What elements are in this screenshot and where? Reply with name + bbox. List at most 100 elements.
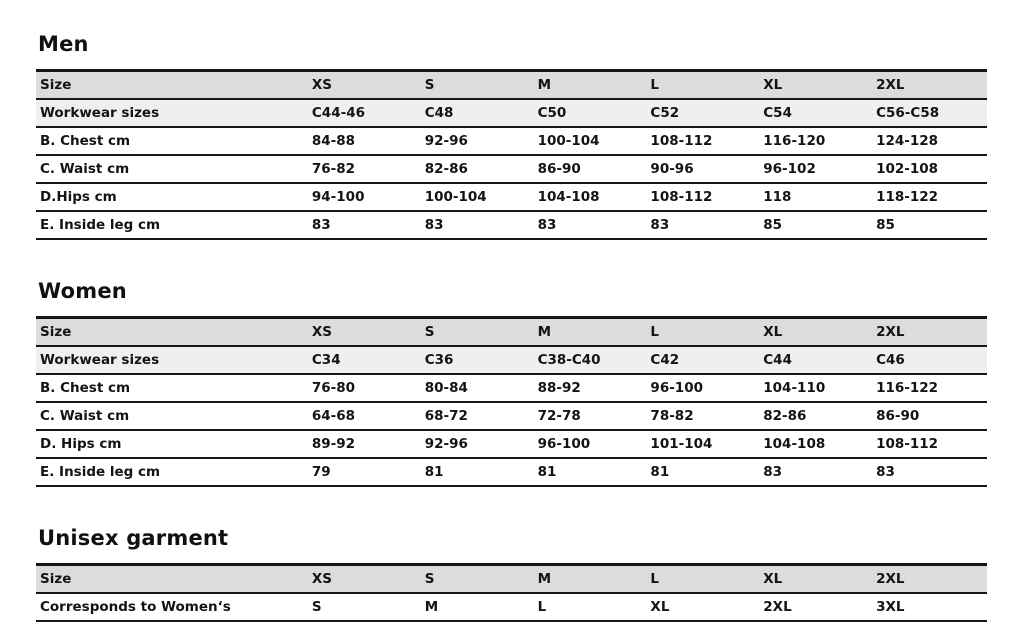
table-cell: 86-90	[876, 408, 920, 425]
section-title-unisex: Unisex garment	[38, 526, 229, 551]
table-cell: 116-122	[876, 380, 939, 397]
column-header-m: M	[537, 324, 552, 341]
men-chest-row: B. Chest cm 84-88 92-96 100-104 108-112 …	[36, 127, 987, 156]
unisex-header-row: Size XS S M L XL 2XL	[36, 564, 987, 594]
row-label: D.Hips cm	[40, 189, 117, 206]
table-cell: 108-112	[650, 133, 713, 150]
table-cell: 92-96	[424, 436, 468, 453]
table-cell: 83	[537, 217, 557, 234]
women-header-row: Size XS S M L XL 2XL	[36, 317, 987, 347]
table-cell: L	[537, 599, 547, 616]
table-cell: C46	[876, 352, 905, 369]
women-size-table: Size XS S M L XL 2XL Workwear sizes C34 …	[36, 316, 987, 487]
table-cell: C44-46	[311, 105, 365, 122]
men-waist-row: C. Waist cm 76-82 82-86 86-90 90-96 96-1…	[36, 155, 987, 184]
table-cell: 104-110	[763, 380, 826, 397]
men-header-row: Size XS S M L XL 2XL	[36, 70, 987, 100]
column-header-xs: XS	[311, 324, 333, 341]
table-cell: 118	[763, 189, 792, 206]
column-header-size: Size	[40, 324, 72, 341]
table-cell: 100-104	[537, 133, 600, 150]
table-cell: 101-104	[650, 436, 713, 453]
column-header-xs: XS	[311, 571, 333, 588]
table-cell: 79	[311, 464, 331, 481]
men-size-table: Size XS S M L XL 2XL Workwear sizes C44-…	[36, 69, 987, 240]
column-header-xs: XS	[311, 77, 333, 94]
table-cell: 86-90	[537, 161, 581, 178]
column-header-s: S	[424, 77, 435, 94]
women-hips-row: D. Hips cm 89-92 92-96 96-100 101-104 10…	[36, 430, 987, 459]
row-label: B. Chest cm	[40, 380, 131, 397]
unisex-size-table: Size XS S M L XL 2XL Corresponds to Wome…	[36, 563, 987, 622]
table-cell: 96-100	[537, 436, 591, 453]
column-header-xl: XL	[763, 324, 783, 341]
table-cell: 83	[763, 464, 783, 481]
table-cell: 108-112	[876, 436, 939, 453]
table-cell: 116-120	[763, 133, 826, 150]
table-cell: 96-100	[650, 380, 703, 397]
section-title-women: Women	[38, 279, 127, 304]
table-cell: 82-86	[763, 408, 807, 425]
column-header-s: S	[424, 571, 435, 588]
column-header-2xl: 2XL	[876, 324, 905, 341]
table-cell: XL	[650, 599, 670, 616]
table-cell: 83	[650, 217, 670, 234]
table-cell: 81	[537, 464, 557, 481]
column-header-2xl: 2XL	[876, 77, 905, 94]
row-label: E. Inside leg cm	[40, 217, 161, 234]
column-header-xl: XL	[763, 77, 783, 94]
row-label: Corresponds to Women‘s	[40, 599, 231, 616]
table-cell: 72-78	[537, 408, 581, 425]
table-cell: 89-92	[311, 436, 356, 453]
table-cell: 76-80	[311, 380, 356, 397]
table-cell: 3XL	[876, 599, 905, 616]
table-cell: 100-104	[424, 189, 487, 206]
table-cell: 104-108	[537, 189, 600, 206]
table-cell: 88-92	[537, 380, 581, 397]
table-cell: 94-100	[311, 189, 365, 206]
row-label: C. Waist cm	[40, 408, 130, 425]
column-header-s: S	[424, 324, 435, 341]
table-cell: 108-112	[650, 189, 713, 206]
table-cell: 92-96	[424, 133, 468, 150]
women-chest-row: B. Chest cm 76-80 80-84 88-92 96-100 104…	[36, 374, 987, 403]
table-cell: C36	[424, 352, 454, 369]
table-cell: C34	[311, 352, 341, 369]
table-cell: 85	[876, 217, 895, 234]
table-cell: 90-96	[650, 161, 694, 178]
row-label: Workwear sizes	[40, 105, 160, 122]
table-cell: 81	[424, 464, 444, 481]
column-header-size: Size	[40, 571, 72, 588]
table-cell: 102-108	[876, 161, 939, 178]
table-cell: 85	[763, 217, 783, 234]
column-header-2xl: 2XL	[876, 571, 905, 588]
column-header-l: L	[650, 571, 660, 588]
table-cell: C54	[763, 105, 792, 122]
women-workwear-sizes-row: Workwear sizes C34 C36 C38-C40 C42 C44 C…	[36, 346, 987, 375]
table-cell: C38-C40	[537, 352, 601, 369]
column-header-l: L	[650, 324, 660, 341]
table-cell: 68-72	[424, 408, 468, 425]
women-waist-row: C. Waist cm 64-68 68-72 72-78 78-82 82-8…	[36, 402, 987, 431]
row-label: C. Waist cm	[40, 161, 130, 178]
table-cell: 76-82	[311, 161, 356, 178]
table-cell: 83	[876, 464, 895, 481]
table-cell: C44	[763, 352, 792, 369]
table-cell: 83	[311, 217, 331, 234]
table-cell: 81	[650, 464, 670, 481]
table-cell: 80-84	[424, 380, 468, 397]
table-cell: 64-68	[311, 408, 356, 425]
table-cell: 124-128	[876, 133, 939, 150]
women-inside-leg-row: E. Inside leg cm 79 81 81 81 83 83	[36, 458, 987, 487]
men-hips-row: D.Hips cm 94-100 100-104 104-108 108-112…	[36, 183, 987, 212]
column-header-l: L	[650, 77, 660, 94]
row-label: B. Chest cm	[40, 133, 131, 150]
size-guide-page: Men Size XS S M L XL 2XL Workwear sizes …	[36, 33, 987, 622]
table-cell: 83	[424, 217, 444, 234]
table-cell: 104-108	[763, 436, 826, 453]
table-cell: 96-102	[763, 161, 816, 178]
table-cell: 84-88	[311, 133, 356, 150]
table-cell: M	[424, 599, 439, 616]
table-cell: C42	[650, 352, 680, 369]
table-cell: 2XL	[763, 599, 792, 616]
